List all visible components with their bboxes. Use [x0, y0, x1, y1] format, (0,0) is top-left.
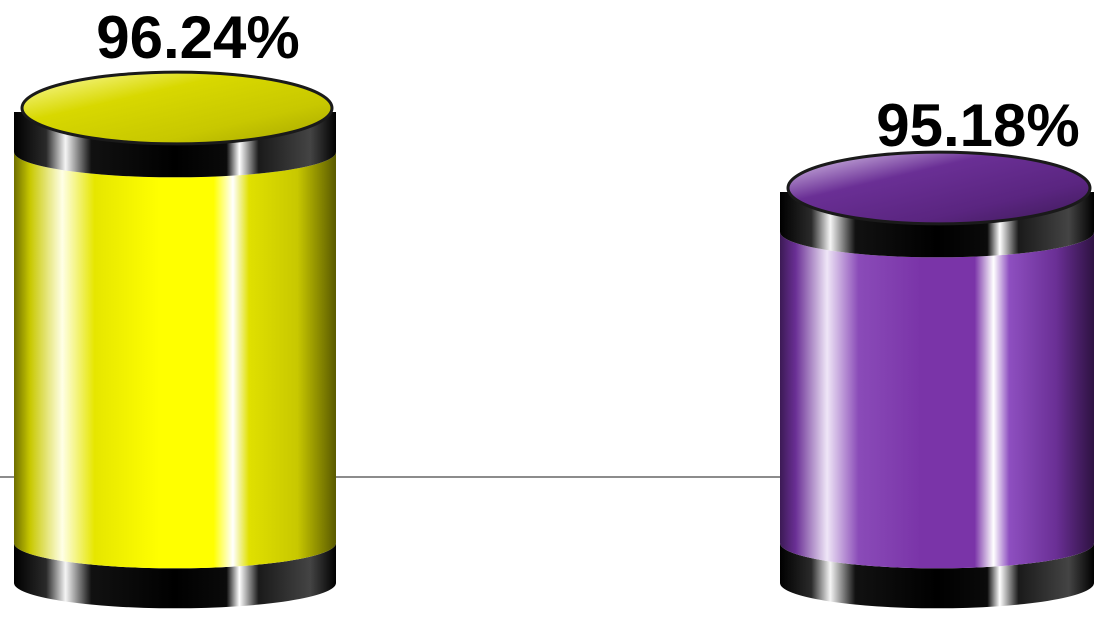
- data-label-0: 96.24%: [96, 4, 300, 71]
- labels-layer: 96.24% 95.18%: [96, 4, 1080, 159]
- bar-1-body: [780, 232, 1094, 569]
- bar-1-top-cap: [786, 150, 1092, 226]
- data-label-1: 95.18%: [876, 92, 1080, 159]
- bar-1-bottom-band: [780, 543, 1094, 609]
- bar-1: [780, 150, 1094, 609]
- bar-0-top-cap: [20, 70, 334, 146]
- bar-0: [14, 70, 336, 609]
- bars-layer: [14, 70, 1094, 609]
- bar-0-body: [14, 152, 336, 569]
- bar-0-bottom-band: [14, 543, 336, 609]
